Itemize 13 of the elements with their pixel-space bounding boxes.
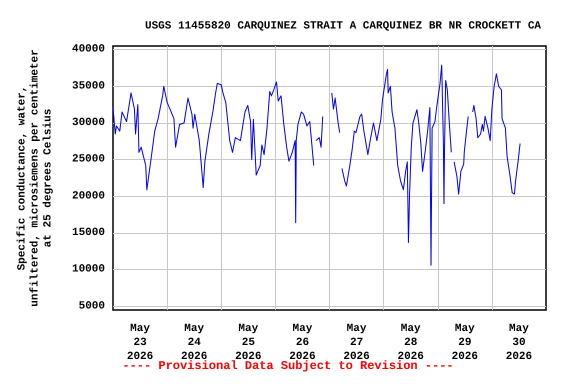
y-tick-label: 5000 xyxy=(78,300,105,312)
y-tick-label: 40000 xyxy=(72,44,105,56)
x-tick-label: May 23 2026 xyxy=(126,323,154,363)
y-tick-label: 30000 xyxy=(72,117,105,129)
y-tick-label: 35000 xyxy=(72,80,105,92)
x-tick-label: May 29 2026 xyxy=(452,323,478,363)
y-tick-label: 10000 xyxy=(72,264,105,276)
y-tick-label: 25000 xyxy=(72,154,105,166)
y-tick-label: 20000 xyxy=(72,190,105,202)
y-tick-label: 15000 xyxy=(72,227,105,239)
y-axis-title: Specific conductance, water, unfiltered, microsiemens per centimeter at 25 degrees Celsius xyxy=(16,49,54,307)
chart-title: USGS 11455820 CARQUINEZ STRAIT A CARQUINEZ BR NR CROCKETT CA xyxy=(144,20,542,32)
x-tick-label: May 30 2026 xyxy=(506,323,532,363)
